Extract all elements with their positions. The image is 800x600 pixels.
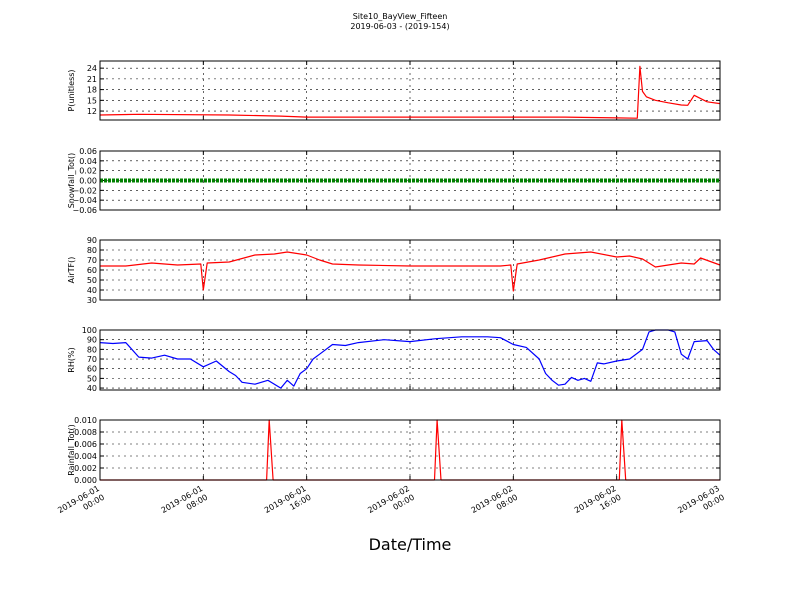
y-tick-label: 90 [87, 236, 97, 245]
y-axis-label: AirTF() [67, 257, 76, 284]
y-tick-label: 100 [82, 326, 97, 335]
y-tick-label: 90 [87, 336, 97, 345]
y-tick-label: 15 [87, 96, 97, 105]
chart-subtitle: 2019-06-03 - (2019-154) [350, 22, 449, 31]
y-tick-label: 0.06 [79, 147, 97, 156]
plot-frame [99, 419, 721, 481]
x-tick-label: 2019-06-0200:00 [366, 484, 416, 524]
y-tick-label: 12 [87, 107, 97, 116]
y-tick-label: 40 [87, 286, 97, 295]
y-tick-label: 30 [87, 296, 97, 305]
x-tick-label: 2019-06-0116:00 [263, 484, 313, 524]
y-axis-label: Snowfall_Tot() [67, 153, 76, 209]
y-tick-label: 60 [87, 365, 97, 374]
y-axis-label: RH(%) [67, 347, 76, 372]
x-tick-labels: 2019-06-0100:00 2019-06-0108:00 2019-06-01… [56, 484, 726, 524]
y-tick-label: 50 [87, 276, 97, 285]
y-tick-label: 80 [87, 345, 97, 354]
panels: 1215182124P(unitless)−0.06−0.04−0.020.00… [67, 60, 721, 485]
y-tick-label: −0.02 [72, 186, 97, 195]
x-tick-label: 2019-06-0216:00 [573, 484, 623, 524]
y-tick-label: 18 [87, 86, 97, 95]
panel-2: −0.06−0.04−0.020.000.020.040.06Snowfall_… [67, 147, 721, 215]
x-tick-label: 2019-06-0100:00 [56, 484, 106, 524]
x-tick-label: 2019-06-0300:00 [676, 484, 726, 524]
x-axis-label: Date/Time [369, 535, 452, 554]
series-line [99, 65, 721, 119]
y-tick-label: 0.004 [74, 452, 97, 461]
y-tick-label: 21 [87, 75, 97, 84]
y-axis-label: Rainfall_Tot() [67, 424, 76, 476]
plot-frame [99, 329, 721, 391]
plot-frame [99, 150, 721, 211]
y-tick-label: 70 [87, 355, 97, 364]
y-tick-label: 24 [87, 64, 97, 73]
y-tick-label: −0.04 [72, 196, 97, 205]
y-tick-label: 0.000 [74, 476, 97, 485]
plot-frame [99, 60, 721, 121]
x-tick-label: 2019-06-0108:00 [160, 484, 210, 524]
y-tick-label: 0.02 [79, 167, 97, 176]
y-tick-label: 0.008 [74, 428, 97, 437]
series-line [100, 251, 721, 292]
y-tick-label: 60 [87, 266, 97, 275]
y-tick-label: 50 [87, 374, 97, 383]
y-tick-label: 0.002 [74, 464, 97, 473]
y-axis-label: P(unitless) [67, 69, 76, 111]
panel-5: 0.000 0.002 0.004 0.006 0.008 0.010Rainfall_T… [67, 416, 721, 485]
y-tick-label: 40 [87, 384, 97, 393]
plot-frame [99, 239, 721, 301]
y-tick-label: 0.00 [79, 177, 97, 186]
chart-title: Site10_BayView_Fifteen [353, 12, 448, 21]
y-tick-label: −0.06 [72, 206, 97, 215]
y-tick-label: 0.04 [79, 157, 97, 166]
y-tick-label: 0.010 [74, 416, 97, 425]
x-tick-label: 2019-06-0208:00 [470, 484, 520, 524]
y-tick-label: 70 [87, 256, 97, 265]
series-line [99, 329, 721, 389]
y-tick-label: 80 [87, 246, 97, 255]
y-tick-label: 0.006 [74, 440, 97, 449]
